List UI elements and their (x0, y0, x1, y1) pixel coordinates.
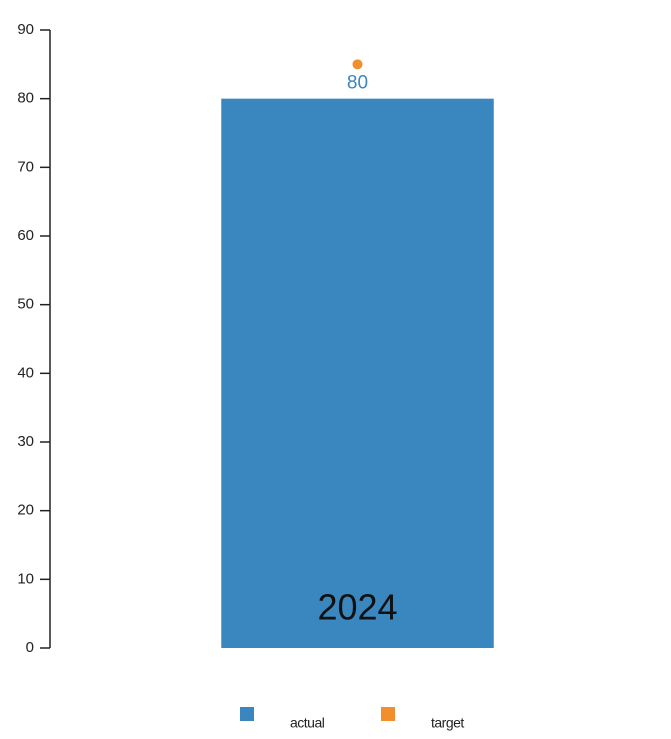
legend-label: actual (290, 715, 325, 731)
category-label: 2024 (317, 587, 397, 628)
y-tick-label: 50 (17, 296, 34, 313)
y-tick-label: 40 (17, 364, 34, 381)
legend-swatch (381, 707, 395, 721)
value-label: 80 (347, 73, 368, 94)
y-tick-label: 10 (17, 570, 34, 587)
target-dot (352, 59, 363, 70)
y-tick-label: 30 (17, 433, 34, 450)
y-tick-label: 90 (17, 21, 34, 38)
legend-swatch (240, 707, 254, 721)
y-tick-label: 20 (17, 502, 34, 519)
legend-label: target (431, 715, 464, 731)
y-tick-label: 80 (17, 90, 34, 107)
y-tick-label: 70 (17, 158, 34, 175)
y-tick-label: 0 (26, 639, 34, 656)
bar (221, 98, 494, 648)
y-tick-label: 60 (17, 227, 34, 244)
